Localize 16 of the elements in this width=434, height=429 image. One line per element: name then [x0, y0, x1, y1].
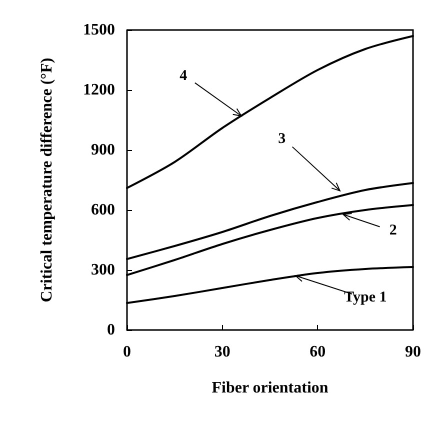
y-axis-title: Critical temperature difference (°F): [38, 58, 56, 302]
x-tick-label: 30: [214, 344, 230, 360]
y-tick-label: 600: [91, 202, 115, 218]
y-tick-label: 0: [107, 322, 115, 338]
y-tick-label: 300: [91, 262, 115, 278]
y-tick-label: 900: [91, 142, 115, 158]
annotation: 3: [278, 130, 286, 147]
x-tick-label: 90: [405, 344, 421, 360]
x-tick-label: 60: [310, 344, 326, 360]
y-tick-label: 1500: [83, 22, 115, 38]
x-tick-label: 0: [123, 344, 131, 360]
annotation: 2: [389, 222, 397, 238]
x-axis-title: Fiber orientation: [212, 380, 328, 396]
y-tick-label: 1200: [83, 82, 115, 98]
annotation: 4: [180, 68, 188, 84]
annotation: Type 1: [344, 290, 387, 306]
